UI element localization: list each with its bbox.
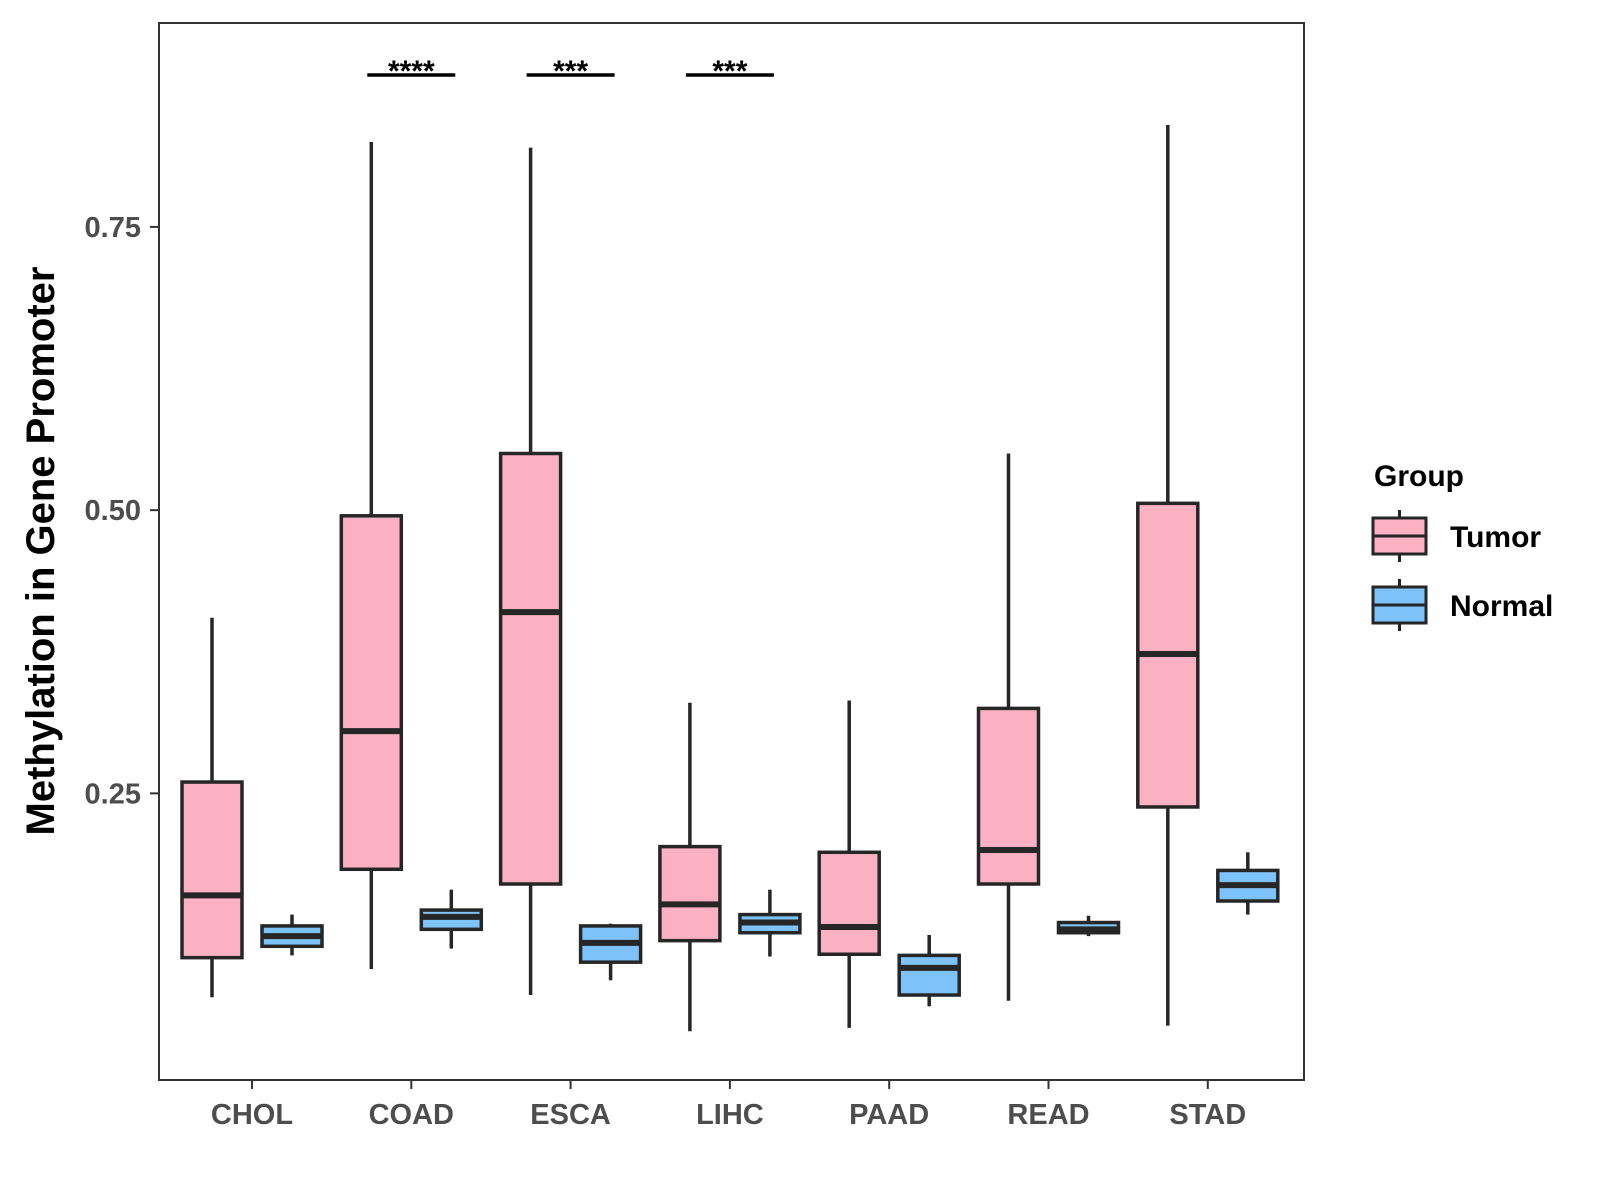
x-tick-label-esca: ESCA <box>530 1099 611 1131</box>
x-tick-label-paad: PAAD <box>849 1099 929 1131</box>
legend-label-normal: Normal <box>1450 590 1553 623</box>
x-tick-label-lihc: LIHC <box>696 1099 764 1131</box>
box-body-tumor-coad <box>339 514 404 872</box>
significance-label-esca: *** <box>553 55 588 88</box>
significance-label-lihc: *** <box>712 55 747 88</box>
box-tumor-esca <box>498 147 563 996</box>
legend-title: Group <box>1374 460 1464 493</box>
box-normal-read <box>1056 915 1121 937</box>
axes-layer: 0.25 0.50 0.75 CHOL COAD ESCA LIHC PAAD READ STAD <box>85 212 1247 1131</box>
x-tick-label-coad: COAD <box>369 1099 454 1131</box>
x-tick-label-stad: STAD <box>1169 1099 1246 1131</box>
box-normal-chol <box>260 914 324 956</box>
box-body-tumor-chol <box>180 780 244 960</box>
legend-entry-tumor: Tumor <box>1371 510 1541 562</box>
box-tumor-paad <box>817 700 881 1028</box>
box-layer <box>180 124 1280 1032</box>
y-tick-label-0.50: 0.50 <box>85 495 141 527</box>
box-body-normal-paad <box>897 953 961 997</box>
box-normal-stad <box>1216 852 1280 915</box>
box-body-tumor-read <box>976 706 1041 886</box>
x-tick-label-read: READ <box>1007 1099 1089 1131</box>
box-tumor-chol <box>180 617 244 998</box>
box-normal-lihc <box>738 889 802 957</box>
y-axis-title: Methylation in Gene Promoter <box>19 267 63 836</box>
box-tumor-read <box>976 453 1041 1001</box>
box-tumor-coad <box>339 141 404 969</box>
box-tumor-stad <box>1136 124 1200 1026</box>
box-body-tumor-lihc <box>658 844 722 943</box>
plot-panel <box>158 22 1305 1081</box>
legend-entry-normal: Normal <box>1371 579 1553 631</box>
box-normal-esca <box>578 923 643 981</box>
y-tick-label-0.25: 0.25 <box>85 778 141 810</box>
significance-label-coad: **** <box>388 55 435 88</box>
x-tick-label-chol: CHOL <box>211 1099 293 1131</box>
significance-layer: **** *** *** <box>367 55 774 88</box>
legend: Group Tumor Normal <box>1371 460 1553 631</box>
box-normal-paad <box>897 934 961 1007</box>
legend-label-tumor: Tumor <box>1450 521 1541 554</box>
y-tick-label-0.75: 0.75 <box>85 212 141 244</box>
box-normal-coad <box>419 889 484 949</box>
box-body-tumor-paad <box>817 850 881 956</box>
box-body-tumor-esca <box>498 451 563 886</box>
box-tumor-lihc <box>658 702 722 1032</box>
